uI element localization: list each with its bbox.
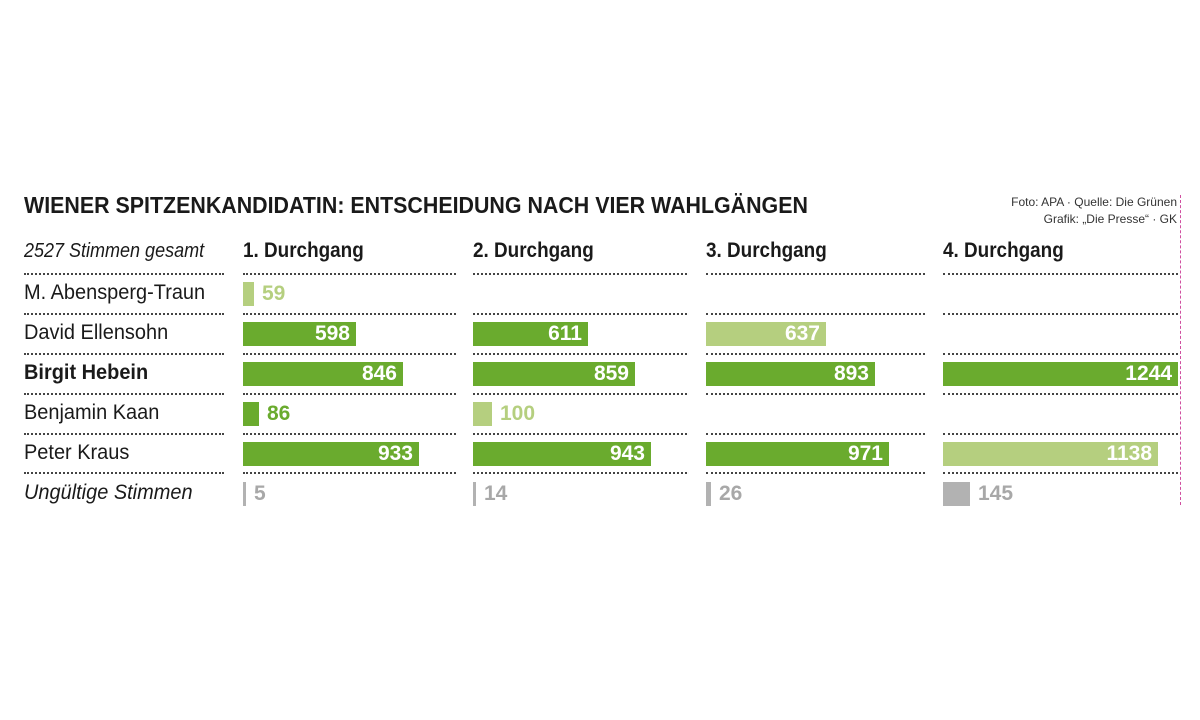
row-divider [706, 353, 925, 355]
row-divider [943, 313, 1178, 315]
round-header: 2. Durchgang [473, 239, 594, 262]
bar [243, 402, 259, 426]
data-label: 59 [262, 282, 286, 305]
row-divider [706, 313, 925, 315]
row-divider [473, 273, 687, 275]
data-label: 5 [254, 482, 266, 505]
row-divider [706, 393, 925, 395]
data-label: 145 [978, 482, 1014, 505]
data-label: 26 [719, 482, 743, 505]
data-label: 971 [847, 442, 883, 465]
row-divider [943, 393, 1178, 395]
row-label: Benjamin Kaan [24, 401, 160, 424]
row-label: M. Abensperg-Traun [24, 281, 206, 304]
bar [706, 482, 711, 506]
source-line-2: Grafik: „Die Presse“ · GK [1043, 212, 1177, 226]
bar [943, 482, 970, 506]
data-label: 14 [484, 482, 508, 505]
source-line-1: Foto: APA · Quelle: Die Grünen [1011, 195, 1177, 209]
row-divider [473, 433, 687, 435]
bar [706, 362, 875, 386]
row-divider [243, 313, 456, 315]
guide-line [1180, 195, 1181, 505]
row-divider [243, 433, 456, 435]
row-divider [243, 353, 456, 355]
bar [473, 402, 492, 426]
row-divider [473, 313, 687, 315]
bar [943, 362, 1178, 386]
round-header: 3. Durchgang [706, 239, 827, 262]
row-divider [24, 433, 224, 435]
bar [243, 362, 403, 386]
row-divider [243, 273, 456, 275]
data-label: 598 [314, 322, 350, 345]
row-divider [24, 273, 224, 275]
row-divider [706, 472, 925, 474]
row-divider [943, 472, 1178, 474]
row-divider [243, 472, 456, 474]
row-divider [473, 393, 687, 395]
data-label: 86 [267, 402, 291, 425]
round-header: 4. Durchgang [943, 239, 1064, 262]
row-label: Ungültige Stimmen [24, 481, 193, 504]
bar [243, 482, 246, 506]
data-label: 1138 [1106, 442, 1152, 465]
bar [473, 322, 588, 346]
source-credits: Foto: APA · Quelle: Die Grünen Grafik: „… [1011, 194, 1177, 228]
data-label: 893 [833, 362, 869, 385]
row-divider [24, 313, 224, 315]
row-divider [24, 353, 224, 355]
row-label: Peter Kraus [24, 441, 130, 464]
row-divider [243, 393, 456, 395]
bar [243, 282, 254, 306]
row-divider [943, 433, 1178, 435]
bar [706, 442, 889, 466]
data-label: 611 [548, 322, 582, 345]
data-label: 1244 [1125, 362, 1172, 385]
bar [706, 322, 826, 346]
data-label: 859 [593, 362, 629, 385]
row-divider [473, 353, 687, 355]
row-divider [706, 433, 925, 435]
bar [943, 442, 1158, 466]
data-label: 100 [500, 402, 536, 425]
bar [473, 442, 651, 466]
row-divider [473, 472, 687, 474]
row-divider [24, 393, 224, 395]
row-divider [24, 472, 224, 474]
row-label: David Ellensohn [24, 321, 169, 344]
bar [473, 482, 476, 506]
row-divider [943, 353, 1178, 355]
round-header: 1. Durchgang [243, 239, 364, 262]
bar [243, 442, 419, 466]
row-divider [706, 273, 925, 275]
chart-title: WIENER SPITZENKANDIDATIN: ENTSCHEIDUNG N… [24, 192, 808, 218]
bar [473, 362, 635, 386]
data-label: 943 [609, 442, 645, 465]
bar [243, 322, 356, 346]
row-divider [943, 273, 1178, 275]
data-label: 933 [377, 442, 413, 465]
data-label: 637 [784, 322, 820, 345]
data-label: 846 [361, 362, 397, 385]
total-votes-label: 2527 Stimmen gesamt [24, 240, 205, 262]
row-label: Birgit Hebein [24, 361, 149, 384]
